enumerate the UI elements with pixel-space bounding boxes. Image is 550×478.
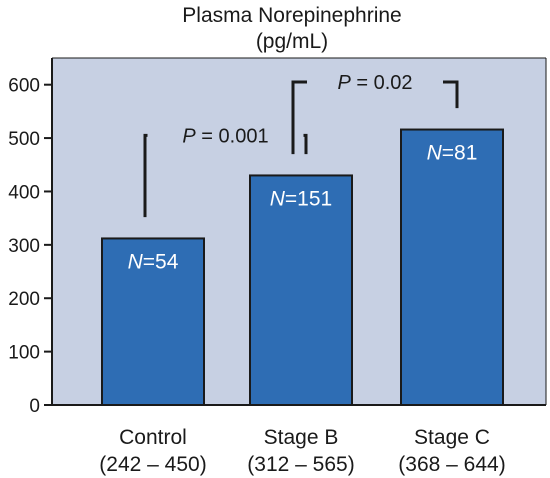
x-category-range: (242 – 450) [99,453,206,476]
significance-bracket-right [303,133,308,155]
y-tick-label: 200 [8,289,40,310]
y-tick-label: 300 [8,236,40,257]
bar-stage-b [249,174,353,406]
y-tick-label: 500 [8,129,40,150]
significance-bracket-left [291,80,307,155]
y-tick-label: 400 [8,182,40,203]
p-value-label: P = 0.02 [337,72,412,94]
significance-bracket-right [443,80,459,109]
chart-title: Plasma Norepinephrine [182,4,401,27]
y-tick-label: 100 [8,343,40,364]
significance-bracket-left [143,133,148,218]
y-tick-label: 600 [8,76,40,97]
x-category-label: Stage C [414,426,490,449]
bar-n-label: N=54 [128,250,179,273]
x-category-range: (368 – 644) [398,453,505,476]
bar-stage-c [400,128,504,407]
y-tick-label: 0 [29,396,40,417]
x-category-label: Stage B [264,426,339,449]
x-category-label: Control [119,426,187,449]
bar-control [101,237,205,406]
chart-subtitle: (pg/mL) [256,30,328,53]
bar-n-label: N=151 [270,187,332,210]
x-category-range: (312 – 565) [247,453,354,476]
p-value-label: P = 0.001 [182,125,268,147]
bar-n-label: N=81 [427,142,478,165]
